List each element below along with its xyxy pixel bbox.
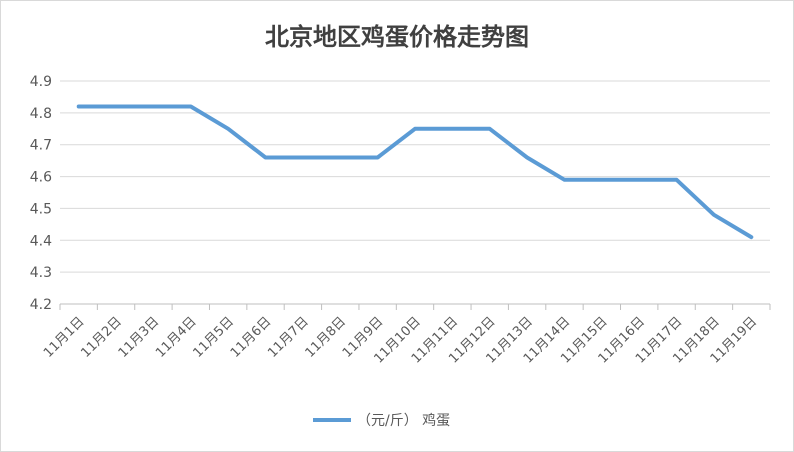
x-tick-label: 11月2日 — [78, 314, 125, 361]
x-tick-label: 11月7日 — [265, 314, 312, 361]
x-tick-label: 11月8日 — [303, 314, 350, 361]
grid-lines — [60, 80, 770, 305]
x-tick-label: 11月5日 — [190, 314, 237, 361]
y-tick-label: 4.6 — [30, 170, 52, 186]
y-tick-label: 4.8 — [30, 106, 52, 122]
x-axis: 11月1日11月2日11月3日11月4日11月5日11月6日11月7日11月8日… — [41, 303, 771, 367]
y-tick-label: 4.7 — [30, 138, 52, 154]
series-line — [76, 104, 754, 240]
legend: （元/斤） 鸡蛋 — [313, 412, 450, 429]
x-tick-label: 11月1日 — [41, 314, 88, 361]
y-tick-label: 4.9 — [30, 74, 52, 90]
y-tick-label: 4.2 — [30, 297, 52, 313]
x-tick-label: 11月6日 — [228, 314, 275, 361]
legend-label: （元/斤） 鸡蛋 — [357, 412, 450, 429]
y-tick-label: 4.4 — [30, 233, 52, 249]
series-lines — [76, 104, 754, 240]
y-tick-label: 4.3 — [30, 265, 52, 281]
y-tick-label: 4.5 — [30, 201, 52, 217]
chart-title: 北京地区鸡蛋价格走势图 — [265, 22, 529, 51]
x-tick-label: 11月3日 — [116, 314, 163, 361]
x-tick-label: 11月4日 — [153, 314, 200, 361]
y-axis-labels: 4.2 4.3 4.4 4.5 4.6 4.7 4.8 4.9 — [30, 74, 52, 313]
